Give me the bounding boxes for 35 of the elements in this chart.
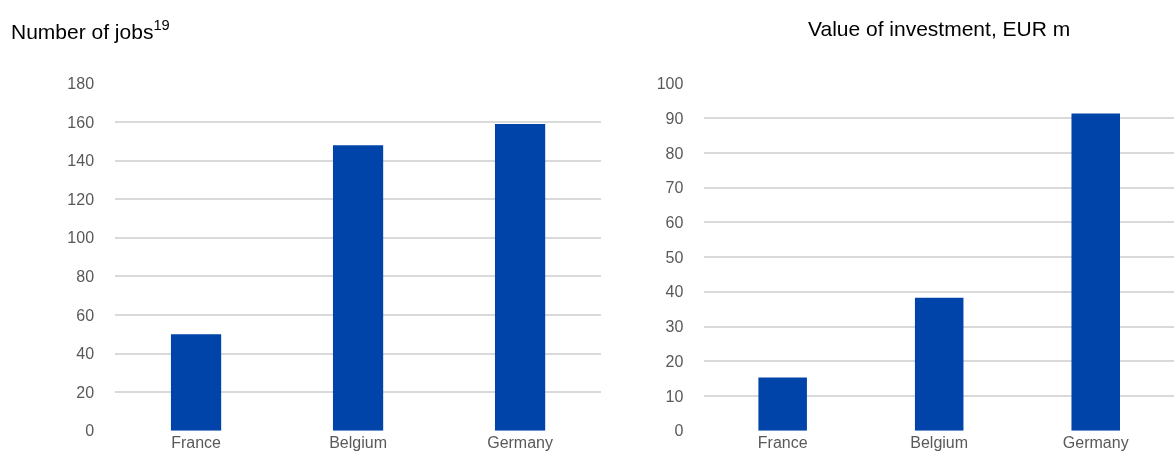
y-tick-label: 30 bbox=[665, 318, 684, 336]
bar bbox=[494, 124, 546, 431]
y-tick-label: 120 bbox=[67, 190, 95, 208]
bar bbox=[170, 334, 222, 431]
x-tick-label: France bbox=[171, 433, 222, 451]
x-tick-label: France bbox=[757, 433, 808, 451]
y-tick-label: 10 bbox=[665, 387, 684, 405]
y-tick-label: 160 bbox=[67, 113, 95, 131]
x-tick-label: Belgium bbox=[329, 433, 387, 451]
y-tick-label: 40 bbox=[76, 345, 95, 363]
y-tick-label: 20 bbox=[76, 383, 95, 401]
x-tick-label: Germany bbox=[487, 433, 553, 451]
bar bbox=[332, 145, 384, 431]
x-tick-label: Germany bbox=[1062, 433, 1129, 451]
bar bbox=[914, 297, 964, 431]
y-tick-label: 80 bbox=[665, 144, 684, 162]
y-tick-label: 140 bbox=[67, 152, 95, 170]
x-tick-label: Belgium bbox=[910, 433, 969, 451]
bar bbox=[1071, 113, 1120, 431]
y-tick-label: 100 bbox=[67, 229, 95, 247]
y-tick-label: 0 bbox=[674, 422, 684, 440]
chart-title: Number of jobs$^{19}$ bbox=[11, 17, 170, 43]
bar bbox=[758, 377, 807, 431]
y-tick-label: 20 bbox=[665, 352, 684, 370]
y-tick-label: 40 bbox=[665, 283, 684, 301]
y-tick-label: 60 bbox=[665, 214, 684, 232]
y-tick-label: 60 bbox=[76, 306, 95, 324]
y-tick-label: 90 bbox=[665, 109, 684, 127]
y-tick-label: 180 bbox=[67, 75, 95, 93]
y-tick-label: 100 bbox=[656, 75, 684, 93]
y-tick-label: 0 bbox=[85, 422, 95, 440]
y-tick-label: 50 bbox=[665, 248, 684, 266]
y-tick-label: 80 bbox=[76, 268, 95, 286]
chart-title: Value of investment, EUR m bbox=[808, 17, 1071, 40]
y-tick-label: 70 bbox=[665, 179, 684, 197]
